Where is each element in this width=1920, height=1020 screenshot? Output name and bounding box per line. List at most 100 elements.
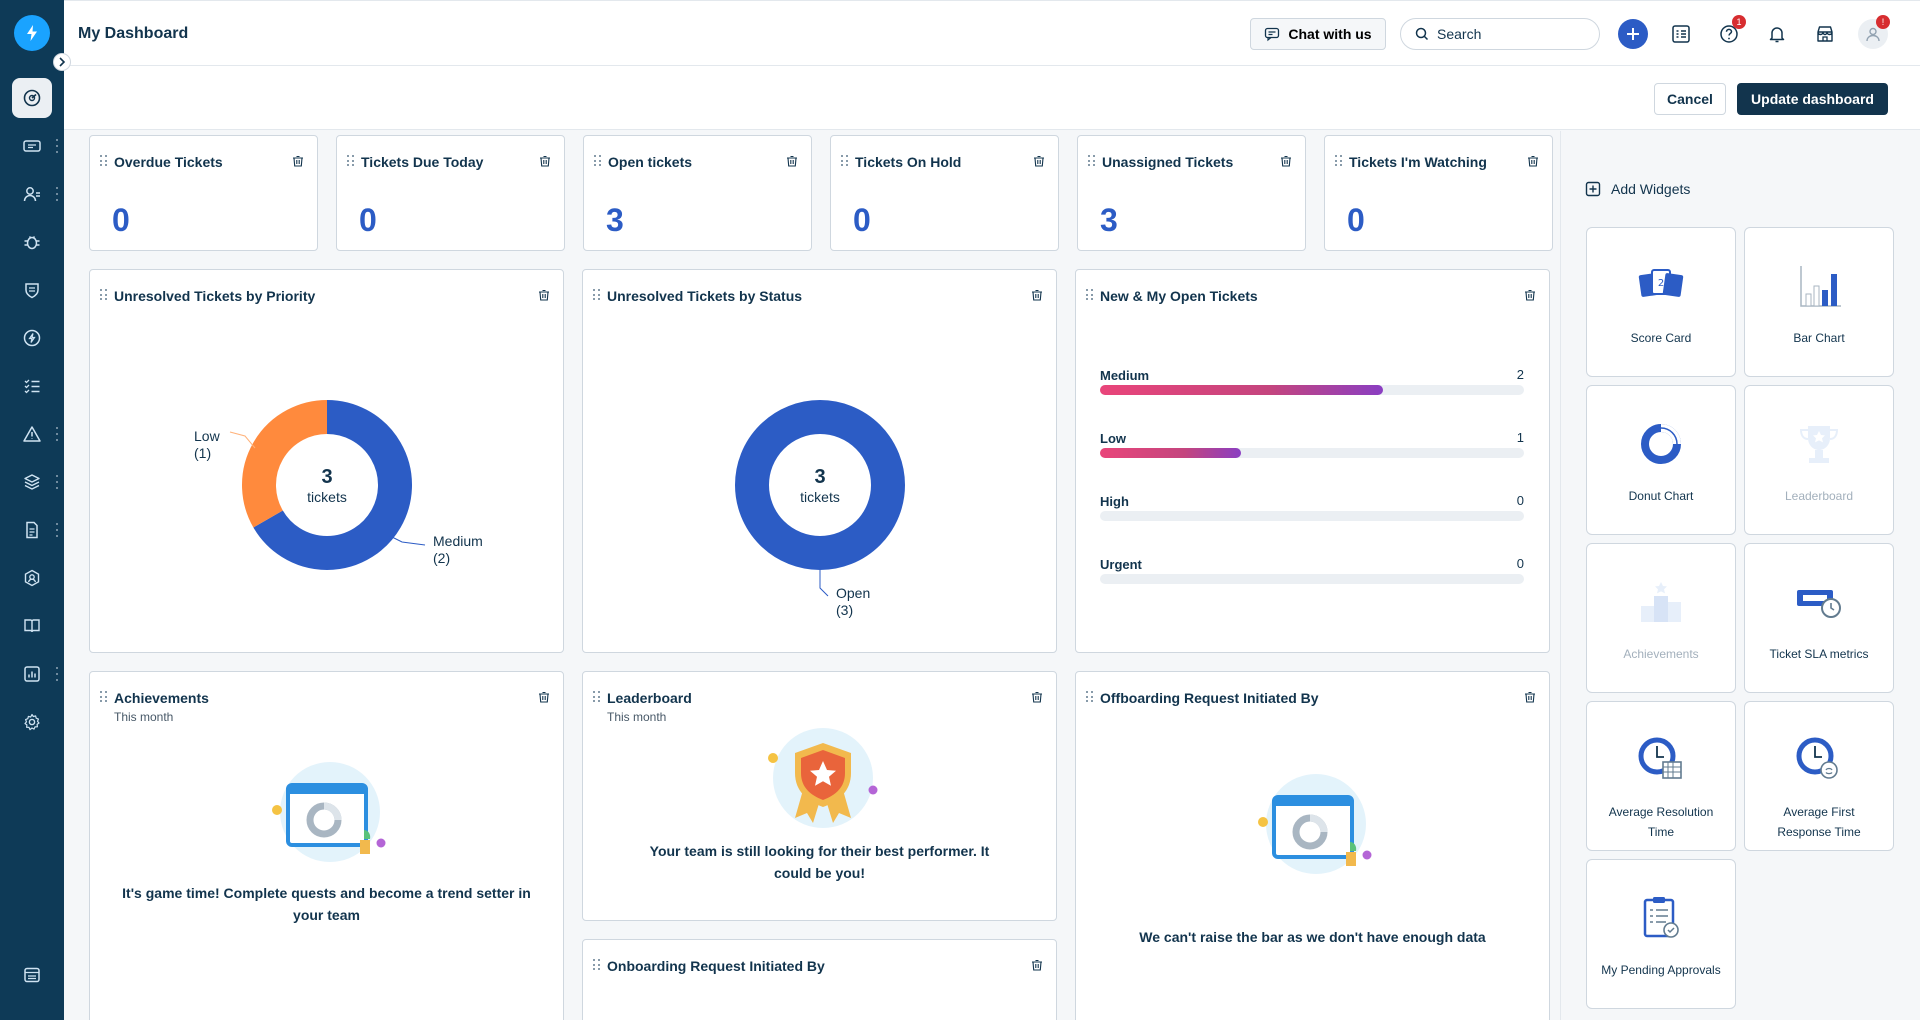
donut-slice-low[interactable] <box>242 400 328 528</box>
ticket-bar-row[interactable]: Medium 2 <box>1100 367 1524 395</box>
donut-slice-medium[interactable] <box>253 400 412 570</box>
new-item-button[interactable] <box>1618 19 1648 49</box>
drag-handle-icon[interactable] <box>100 289 108 301</box>
search-box[interactable] <box>1400 18 1600 50</box>
sidebar-item-admin[interactable] <box>12 702 52 742</box>
trash-icon[interactable] <box>538 154 552 168</box>
help-badge: 1 <box>1732 15 1746 29</box>
sidebar-item-purchase[interactable] <box>12 510 52 550</box>
widget-tile[interactable]: Bar Chart <box>1744 227 1894 377</box>
help-button[interactable]: 1 <box>1714 15 1746 49</box>
label-leader-line <box>387 534 426 546</box>
donut-chart-icon <box>1641 424 1681 464</box>
trash-icon[interactable] <box>1523 690 1537 704</box>
widget-label: Leaderboard <box>1784 489 1854 503</box>
widget-tile[interactable]: Achievements <box>1586 543 1736 693</box>
app-logo-icon[interactable] <box>14 15 50 51</box>
ticket-bar-row[interactable]: Low 1 <box>1100 430 1524 458</box>
marketplace-button[interactable] <box>1810 19 1840 49</box>
widget-tile[interactable]: Average Resolution Time <box>1586 701 1736 851</box>
drag-handle-icon[interactable] <box>347 155 355 167</box>
sidebar-item-dashboard[interactable] <box>12 78 52 118</box>
score-card-value: 0 <box>359 202 377 238</box>
trash-icon[interactable] <box>537 288 551 302</box>
sidebar-item-activity[interactable] <box>12 955 52 995</box>
trash-icon[interactable] <box>1030 690 1044 704</box>
trash-icon[interactable] <box>1030 288 1044 302</box>
drag-handle-icon[interactable] <box>594 155 602 167</box>
cancel-button[interactable]: Cancel <box>1654 83 1726 115</box>
status-center-value: 3 <box>814 466 826 488</box>
status-donut-center: 3 tickets <box>785 466 855 505</box>
sidebar-item-solutions[interactable] <box>12 606 52 646</box>
offboarding-card: Offboarding Request Initiated By We can'… <box>1075 671 1550 1020</box>
trash-icon[interactable] <box>1279 154 1293 168</box>
trash-icon[interactable] <box>1032 154 1046 168</box>
bolt-circle-icon <box>23 329 41 347</box>
help-icon <box>1720 25 1738 43</box>
score-card-title: Open tickets <box>608 154 693 170</box>
widget-tile[interactable]: Leaderboard <box>1744 385 1894 535</box>
sidebar-item-analytics[interactable] <box>12 654 52 694</box>
sidebar-item-assets[interactable] <box>12 462 52 502</box>
top-header: My Dashboard Chat with us 1 ! <box>64 0 1920 66</box>
trash-icon[interactable] <box>291 154 305 168</box>
sidebar-item-tasks[interactable] <box>12 366 52 406</box>
card-title: New & My Open Tickets <box>1100 288 1258 304</box>
widget-tile[interactable]: My Pending Approvals <box>1586 859 1736 1009</box>
score-card-value: 0 <box>1347 202 1365 238</box>
card-title: Offboarding Request Initiated By <box>1100 690 1319 706</box>
notifications-button[interactable] <box>1762 19 1792 49</box>
update-dashboard-button[interactable]: Update dashboard <box>1737 83 1888 115</box>
drag-handle-icon[interactable] <box>100 155 108 167</box>
widget-tile[interactable]: Average First Response Time <box>1744 701 1894 851</box>
approvals-button[interactable] <box>1666 19 1696 49</box>
widget-label: Achievements <box>1623 647 1699 661</box>
bar-label: Medium <box>1100 368 1150 383</box>
chat-with-us-button[interactable]: Chat with us <box>1250 18 1386 50</box>
sla-ticket-icon <box>1797 590 1841 618</box>
drag-handle-icon[interactable] <box>1086 691 1094 703</box>
drag-handle-icon[interactable] <box>1335 155 1343 167</box>
ticket-bar-row[interactable]: Urgent 0 <box>1100 556 1524 584</box>
drag-handle-icon[interactable] <box>100 691 108 703</box>
score-card-title: Overdue Tickets <box>114 154 223 170</box>
sidebar-item-problems[interactable] <box>12 222 52 262</box>
sidebar-item-releases[interactable] <box>12 318 52 358</box>
trash-icon[interactable] <box>1526 154 1540 168</box>
drag-handle-icon[interactable] <box>1086 289 1094 301</box>
drag-handle-icon[interactable] <box>593 289 601 301</box>
sidebar-item-changes[interactable] <box>12 270 52 310</box>
profile-button[interactable]: ! <box>1858 15 1890 49</box>
widget-tile[interactable]: Donut Chart <box>1586 385 1736 535</box>
warning-icon <box>23 426 41 442</box>
score-card-title: Tickets On Hold <box>855 154 962 170</box>
card-title: Leaderboard <box>607 690 692 706</box>
drag-handle-icon[interactable] <box>841 155 849 167</box>
ticket-bar-row[interactable]: High 0 <box>1100 493 1524 521</box>
sidebar-item-alerts[interactable] <box>12 414 52 454</box>
offboarding-message: We can't raise the bar as we don't have … <box>1139 929 1486 945</box>
add-box-icon <box>1585 181 1601 197</box>
sidebar-item-tickets[interactable] <box>12 126 52 166</box>
widget-tile[interactable]: Ticket SLA metrics <box>1744 543 1894 693</box>
donut-slice-open[interactable] <box>735 400 905 570</box>
drag-handle-icon[interactable] <box>593 959 601 971</box>
sidebar-collapse-button[interactable] <box>53 53 71 71</box>
first-response-clock-icon <box>1796 737 1838 779</box>
sidebar-item-network[interactable] <box>12 558 52 598</box>
search-input[interactable] <box>1437 26 1587 42</box>
bar-track <box>1100 511 1524 521</box>
widget-tile[interactable]: 2 Score Card <box>1586 227 1736 377</box>
bar-label: High <box>1100 494 1129 509</box>
drag-handle-icon[interactable] <box>593 691 601 703</box>
trash-icon[interactable] <box>1030 958 1044 972</box>
sidebar-item-contacts[interactable] <box>12 174 52 214</box>
drag-handle-icon[interactable] <box>1088 155 1096 167</box>
trash-icon[interactable] <box>537 690 551 704</box>
plus-icon <box>1627 28 1639 40</box>
trash-icon[interactable] <box>1523 288 1537 302</box>
chat-label: Chat with us <box>1288 26 1372 42</box>
bar-label: Urgent <box>1100 557 1142 572</box>
trash-icon[interactable] <box>785 154 799 168</box>
